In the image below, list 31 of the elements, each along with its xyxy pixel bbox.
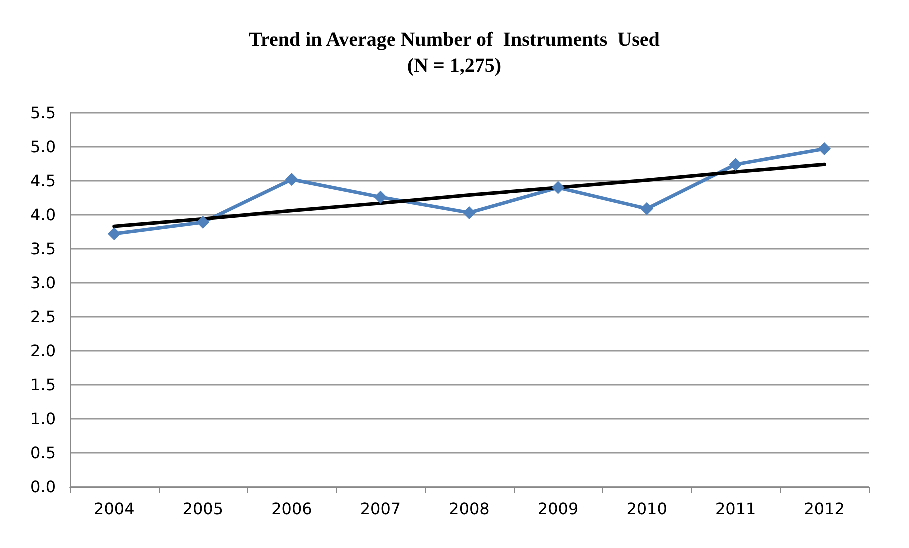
- y-tick-label: 1.5: [30, 376, 56, 394]
- x-tick-label: 2012: [804, 500, 845, 518]
- x-tick-label: 2007: [360, 500, 402, 518]
- y-tick-label: 5.0: [30, 138, 56, 156]
- y-tick-label: 3.5: [30, 240, 56, 258]
- y-tick-label: 2.5: [30, 308, 56, 326]
- x-tick-label: 2008: [449, 500, 490, 518]
- y-tick-label: 2.0: [30, 342, 56, 360]
- y-tick-label: 5.5: [30, 104, 56, 122]
- point: [196, 216, 210, 229]
- y-tick-label: 1.0: [30, 410, 56, 428]
- x-tick-label: 2009: [538, 500, 579, 518]
- y-tick-label: 3.0: [30, 274, 56, 292]
- y-tick-label: 4.5: [30, 172, 56, 190]
- x-tick-label: 2005: [182, 500, 224, 518]
- point: [108, 228, 121, 241]
- chart-title: Trend in Average Number of Instruments Used (N = 1,275): [249, 29, 660, 77]
- point: [285, 173, 298, 186]
- y-tick-label: 4.0: [30, 206, 56, 224]
- x-tick-label: 2006: [272, 500, 312, 518]
- point: [640, 202, 654, 216]
- x-tick-label: 2010: [626, 500, 668, 518]
- y-tick-label: 0.5: [30, 444, 56, 462]
- point: [463, 206, 476, 220]
- point: [818, 142, 832, 156]
- x-tick-label: 2004: [94, 500, 135, 518]
- point: [729, 158, 742, 172]
- point: [374, 190, 388, 204]
- x-tick-label: 2011: [715, 500, 756, 518]
- y-tick-label: 0.0: [30, 478, 56, 496]
- point: [552, 181, 565, 194]
